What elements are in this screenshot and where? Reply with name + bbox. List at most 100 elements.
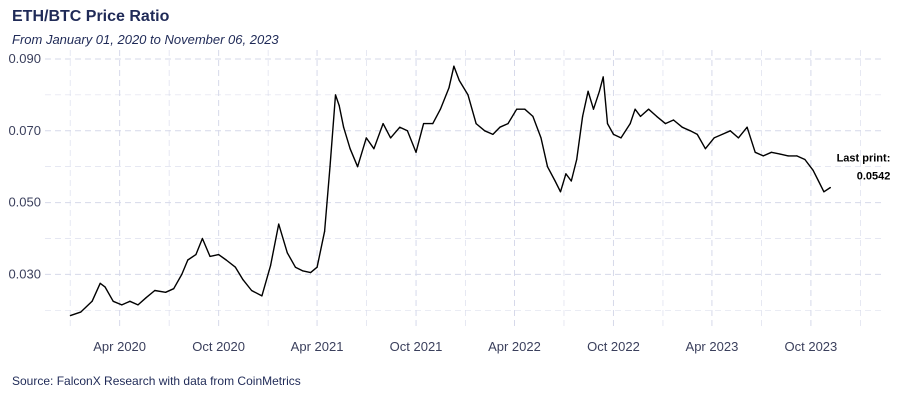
x-tick-label: Oct 2020 bbox=[192, 339, 245, 354]
y-tick-label: 0.070 bbox=[8, 123, 41, 138]
data-point bbox=[316, 266, 318, 268]
data-point bbox=[492, 133, 494, 135]
data-point bbox=[91, 300, 93, 302]
data-point bbox=[620, 137, 622, 139]
data-point bbox=[559, 191, 562, 193]
series-layer bbox=[69, 65, 831, 317]
data-point bbox=[218, 254, 220, 256]
data-point bbox=[516, 108, 518, 110]
x-tick-label: Apr 2023 bbox=[686, 339, 739, 354]
data-point bbox=[309, 271, 312, 274]
data-point bbox=[721, 133, 723, 135]
x-tick-label: Oct 2023 bbox=[785, 339, 838, 354]
x-tick-label: Apr 2022 bbox=[488, 339, 541, 354]
data-point bbox=[729, 130, 731, 132]
grid-layer bbox=[45, 50, 885, 330]
data-point bbox=[598, 90, 601, 92]
data-point bbox=[406, 130, 408, 132]
last-print-label: Last print: bbox=[837, 152, 891, 164]
data-point bbox=[484, 130, 486, 132]
data-point bbox=[812, 169, 814, 171]
data-point bbox=[779, 153, 781, 155]
data-point bbox=[762, 155, 764, 157]
data-point bbox=[639, 115, 642, 118]
data-point bbox=[261, 295, 263, 297]
data-point bbox=[209, 255, 211, 258]
data-point bbox=[592, 108, 595, 110]
data-point bbox=[696, 133, 698, 135]
data-point bbox=[365, 137, 367, 139]
data-point bbox=[499, 126, 501, 128]
data-point bbox=[121, 304, 123, 306]
data-point bbox=[570, 180, 572, 182]
y-tick-label: 0.050 bbox=[8, 195, 41, 210]
data-point bbox=[129, 300, 131, 302]
data-point bbox=[373, 148, 375, 150]
data-point bbox=[746, 126, 748, 128]
data-point bbox=[399, 126, 401, 128]
data-point bbox=[234, 266, 236, 268]
data-point bbox=[278, 223, 280, 225]
data-point bbox=[737, 137, 740, 139]
data-point bbox=[112, 300, 114, 302]
x-tick-label: Apr 2021 bbox=[291, 339, 344, 354]
data-point bbox=[390, 137, 392, 139]
data-point bbox=[448, 87, 450, 89]
data-point bbox=[382, 122, 384, 125]
series-line-0 bbox=[70, 65, 831, 317]
data-point bbox=[458, 79, 460, 82]
annotation-layer: Last print: 0.0542 bbox=[837, 152, 891, 182]
data-point bbox=[104, 286, 106, 288]
data-point bbox=[787, 155, 789, 157]
data-point bbox=[796, 155, 798, 157]
x-tick-label: Oct 2022 bbox=[587, 339, 640, 354]
data-point bbox=[432, 122, 434, 125]
data-point bbox=[634, 108, 636, 110]
data-point bbox=[154, 289, 156, 292]
data-point bbox=[453, 65, 455, 67]
data-point bbox=[349, 148, 351, 150]
data-point bbox=[251, 289, 253, 292]
data-point bbox=[301, 270, 304, 272]
data-point bbox=[165, 291, 167, 293]
data-point bbox=[546, 166, 549, 168]
data-point bbox=[532, 115, 534, 118]
data-point bbox=[423, 122, 425, 125]
data-point bbox=[338, 105, 340, 107]
data-point bbox=[576, 158, 578, 161]
data-point bbox=[329, 166, 331, 168]
data-point bbox=[269, 264, 272, 266]
data-point bbox=[80, 311, 82, 313]
data-point bbox=[602, 76, 604, 78]
data-point bbox=[823, 191, 825, 193]
data-point bbox=[648, 108, 650, 110]
data-point bbox=[689, 130, 691, 132]
data-point bbox=[334, 94, 337, 96]
data-point bbox=[475, 122, 477, 125]
data-point bbox=[606, 122, 609, 125]
data-point bbox=[286, 252, 288, 254]
data-point bbox=[357, 166, 359, 168]
chart-title: ETH/BTC Price Ratio bbox=[12, 8, 170, 25]
x-tick-label: Oct 2021 bbox=[390, 339, 443, 354]
x-axis-ticks: Apr 2020 Oct 2020 Apr 2021 Oct 2021 Apr 2022… bbox=[93, 339, 837, 354]
data-point bbox=[656, 115, 658, 118]
data-point bbox=[754, 151, 756, 153]
data-point bbox=[704, 148, 707, 150]
data-point bbox=[99, 282, 101, 284]
data-point bbox=[187, 259, 189, 261]
data-point bbox=[225, 259, 227, 261]
data-point bbox=[770, 151, 773, 153]
data-point bbox=[672, 119, 675, 121]
data-point bbox=[145, 297, 147, 299]
data-point bbox=[242, 279, 244, 281]
data-point bbox=[664, 122, 666, 125]
data-point bbox=[817, 180, 820, 182]
y-tick-label: 0.030 bbox=[8, 266, 41, 281]
data-point bbox=[181, 273, 183, 275]
chart-subtitle: From January 01, 2020 to November 06, 20… bbox=[12, 32, 279, 47]
data-point bbox=[524, 108, 526, 110]
data-point bbox=[540, 137, 542, 139]
data-point bbox=[342, 126, 345, 128]
